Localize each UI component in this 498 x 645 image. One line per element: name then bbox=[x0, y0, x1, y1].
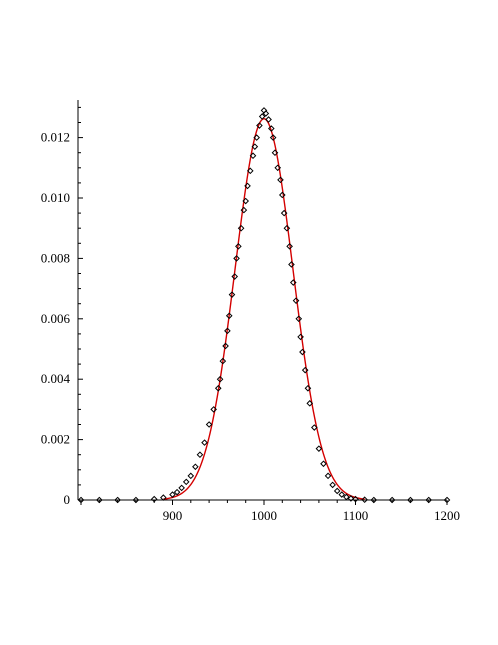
data-point bbox=[274, 164, 282, 172]
chart-axes bbox=[77, 100, 447, 501]
data-point bbox=[280, 209, 288, 217]
data-point bbox=[278, 191, 286, 199]
y-tick-label: 0.010 bbox=[41, 190, 70, 205]
data-point bbox=[347, 495, 355, 502]
data-point bbox=[277, 176, 284, 184]
data-point bbox=[292, 297, 300, 304]
data-point bbox=[295, 315, 303, 323]
data-point bbox=[150, 495, 158, 503]
data-point bbox=[114, 496, 121, 504]
x-tick-label: 1000 bbox=[251, 508, 277, 523]
data-point bbox=[196, 451, 204, 459]
y-tick-label: 0.008 bbox=[41, 250, 70, 265]
data-point bbox=[237, 224, 245, 232]
data-point bbox=[244, 182, 251, 190]
data-point bbox=[343, 493, 350, 501]
data-point bbox=[288, 261, 295, 268]
data-point bbox=[242, 197, 250, 205]
data-point bbox=[301, 366, 309, 374]
data-point bbox=[333, 487, 341, 495]
data-point bbox=[95, 496, 103, 504]
data-point bbox=[169, 491, 176, 498]
data-point bbox=[361, 496, 368, 504]
data-point bbox=[443, 496, 451, 504]
data-point bbox=[338, 491, 346, 498]
data-point bbox=[253, 134, 260, 141]
data-point bbox=[407, 496, 414, 504]
data-point bbox=[201, 439, 208, 446]
data-point bbox=[235, 243, 242, 250]
data-point bbox=[297, 333, 304, 341]
data-point bbox=[173, 488, 181, 496]
data-point bbox=[205, 421, 213, 428]
data-point bbox=[178, 484, 185, 492]
data-points-layer bbox=[77, 107, 451, 504]
data-point bbox=[271, 149, 279, 157]
x-tick-label: 900 bbox=[163, 508, 183, 523]
data-point bbox=[258, 113, 266, 120]
x-tick-label: 1200 bbox=[434, 508, 460, 523]
data-point bbox=[187, 472, 195, 480]
data-point bbox=[246, 167, 254, 175]
data-point bbox=[352, 495, 359, 503]
data-point bbox=[268, 125, 275, 132]
data-point bbox=[132, 496, 140, 504]
data-point bbox=[233, 255, 240, 262]
data-point bbox=[265, 116, 272, 123]
data-point bbox=[228, 291, 236, 298]
data-point bbox=[388, 496, 396, 504]
data-point bbox=[262, 110, 270, 117]
data-point bbox=[231, 273, 239, 280]
data-point bbox=[225, 312, 233, 320]
data-point bbox=[299, 348, 306, 356]
data-point bbox=[286, 243, 293, 250]
fitted-curve-layer bbox=[163, 118, 365, 500]
data-point bbox=[329, 481, 336, 489]
chart-ticks: 0 0.002 0.004 0.006 0.008 0.010 0.012 900 1000 11… bbox=[41, 106, 460, 523]
x-tick-label: 1100 bbox=[343, 508, 369, 523]
data-point bbox=[269, 134, 277, 141]
y-tick-label: 0.012 bbox=[41, 130, 70, 145]
data-point bbox=[182, 478, 190, 486]
data-point bbox=[315, 445, 323, 452]
data-point bbox=[289, 279, 297, 286]
y-tick-label: 0.006 bbox=[41, 311, 71, 326]
data-point bbox=[306, 400, 314, 407]
data-point bbox=[210, 406, 217, 413]
data-point bbox=[251, 143, 259, 150]
data-point bbox=[425, 496, 433, 504]
y-tick-label: 0.004 bbox=[41, 371, 71, 386]
data-point bbox=[324, 472, 332, 480]
data-point bbox=[249, 152, 257, 160]
data-point bbox=[283, 224, 291, 232]
fitted-normal-curve bbox=[163, 118, 365, 500]
data-point bbox=[214, 384, 222, 392]
y-tick-label: 0 bbox=[64, 492, 71, 507]
data-point bbox=[304, 384, 312, 392]
data-point bbox=[216, 375, 224, 383]
y-tick-label: 0.002 bbox=[41, 432, 70, 447]
data-point bbox=[160, 494, 167, 501]
data-point bbox=[224, 327, 231, 335]
data-point bbox=[370, 496, 378, 504]
data-point bbox=[256, 122, 263, 129]
data-point bbox=[192, 463, 199, 471]
data-point bbox=[320, 460, 327, 468]
data-point bbox=[219, 357, 227, 365]
data-point bbox=[240, 206, 248, 214]
data-point bbox=[311, 424, 318, 431]
data-point bbox=[222, 342, 229, 350]
data-point bbox=[77, 496, 85, 504]
